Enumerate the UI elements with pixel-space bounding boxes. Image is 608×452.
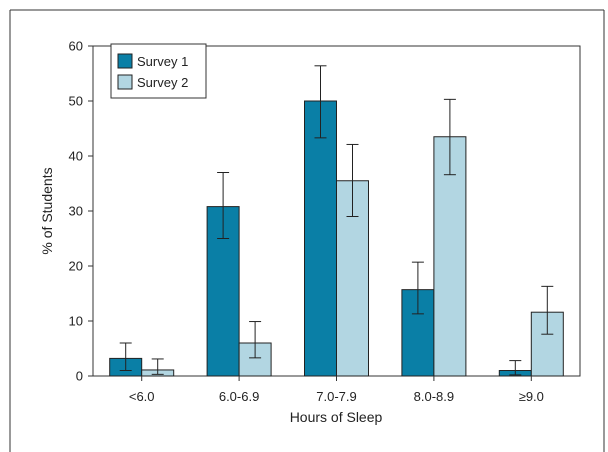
y-axis: 0 10 20 30 40 50 60: [69, 39, 93, 384]
x-axis-title: Hours of Sleep: [290, 409, 383, 425]
bar-survey-2: [336, 180, 369, 377]
y-tick-label: 60: [69, 39, 83, 54]
x-axis: <6.0 6.0-6.9 7.0-7.9 8.0-8.9 ≥9.0: [129, 376, 544, 404]
legend-label-survey-2: Survey 2: [137, 75, 188, 90]
x-tick-label: 7.0-7.9: [316, 389, 356, 404]
x-tick-label: 6.0-6.9: [219, 389, 259, 404]
bar-survey-1: [206, 206, 240, 377]
y-axis-title: % of Students: [39, 167, 55, 254]
legend: Survey 1 Survey 2: [110, 43, 207, 99]
y-tick-label: 10: [69, 314, 83, 329]
x-tick-label: <6.0: [129, 389, 155, 404]
y-tick-label: 40: [69, 149, 83, 164]
y-tick-label: 20: [69, 259, 83, 274]
x-tick-label: ≥9.0: [519, 389, 544, 404]
error-bars-group: [119, 65, 554, 376]
y-tick-label: 50: [69, 94, 83, 109]
bar-survey-1: [304, 100, 337, 377]
legend-label-survey-1: Survey 1: [137, 54, 188, 69]
bars-group: [109, 100, 564, 377]
y-tick-label: 30: [69, 204, 83, 219]
bar-survey-2: [433, 136, 467, 377]
x-tick-label: 8.0-8.9: [414, 389, 454, 404]
legend-swatch-survey-1: [117, 53, 133, 69]
y-tick-label: 0: [76, 369, 83, 384]
legend-swatch-survey-2: [117, 74, 133, 90]
